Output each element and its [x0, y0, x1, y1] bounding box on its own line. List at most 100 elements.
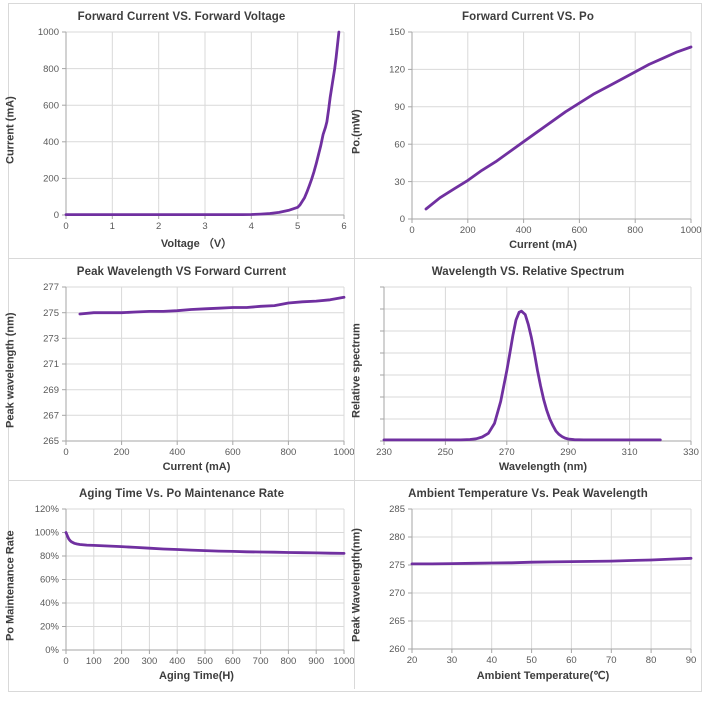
svg-text:800: 800 — [43, 64, 59, 75]
svg-text:600: 600 — [43, 100, 59, 111]
svg-text:0: 0 — [63, 447, 68, 458]
svg-text:60%: 60% — [40, 575, 60, 586]
y-axis-label: Po Maintenance Rate — [4, 530, 17, 642]
svg-text:275: 275 — [389, 560, 405, 571]
svg-text:700: 700 — [253, 656, 269, 667]
x-axis-label: Wavelength (nm) — [498, 461, 588, 473]
svg-text:40: 40 — [486, 655, 497, 666]
plot-row: Peak Wavelength(nm) 20 30 40 50 60 70 80 90 260 2… — [350, 503, 701, 668]
svg-text:300: 300 — [141, 656, 157, 667]
svg-text:20%: 20% — [40, 622, 60, 633]
svg-text:1000: 1000 — [680, 225, 701, 236]
temperature-plot: 20 30 40 50 60 70 80 90 260 265 270 275 280 285 — [389, 504, 697, 666]
wavelength-current-plot: 0 200 400 600 800 1000 265 267 269 271 273 275 277 — [43, 282, 354, 458]
svg-text:280: 280 — [389, 532, 405, 543]
y-axis-label: Current (mA) — [4, 96, 17, 164]
svg-text:90: 90 — [686, 655, 697, 666]
svg-text:80: 80 — [646, 655, 657, 666]
svg-text:2: 2 — [156, 221, 161, 232]
iv-curve-plot: 0 1 2 3 4 5 6 0 200 400 600 800 1000 — [38, 27, 347, 232]
svg-text:200: 200 — [114, 656, 130, 667]
svg-text:800: 800 — [280, 447, 296, 458]
svg-text:273: 273 — [43, 334, 59, 345]
svg-text:120%: 120% — [35, 504, 60, 515]
svg-text:50: 50 — [526, 655, 537, 666]
svg-text:30: 30 — [394, 177, 405, 188]
svg-text:275: 275 — [43, 308, 59, 319]
svg-text:230: 230 — [376, 447, 392, 458]
svg-text:1: 1 — [110, 221, 115, 232]
svg-text:200: 200 — [114, 447, 130, 458]
svg-text:400: 400 — [43, 137, 59, 148]
svg-text:200: 200 — [43, 174, 59, 185]
svg-text:4: 4 — [249, 221, 254, 232]
svg-text:269: 269 — [43, 385, 59, 396]
chart-cell-aging-time-vs-po-maintenance: Aging Time Vs. Po Maintenance Rate Po Ma… — [4, 481, 355, 689]
svg-text:6: 6 — [341, 221, 346, 232]
svg-text:200: 200 — [460, 225, 476, 236]
svg-text:1000: 1000 — [38, 27, 59, 38]
svg-text:0: 0 — [54, 210, 59, 221]
x-axis-label: Aging Time(H) — [159, 670, 234, 682]
po-curve-plot: 0 200 400 600 800 1000 0 30 60 90 120 150 — [389, 27, 701, 236]
svg-text:600: 600 — [225, 447, 241, 458]
x-axis-label: Voltage （V） — [160, 238, 233, 250]
svg-text:267: 267 — [43, 411, 59, 422]
svg-text:271: 271 — [43, 359, 59, 370]
svg-text:600: 600 — [571, 225, 587, 236]
svg-text:1000: 1000 — [333, 656, 354, 667]
plot-row: Po Maintenance Rate 0 100 200 300 400 500 600 7… — [4, 503, 355, 669]
svg-text:0: 0 — [63, 221, 68, 232]
chart-cell-peak-wavelength-vs-forward-current: Peak Wavelength VS Forward Current Peak … — [4, 259, 355, 481]
chart-title: Ambient Temperature Vs. Peak Wavelength — [408, 488, 648, 500]
svg-text:400: 400 — [516, 225, 532, 236]
svg-text:800: 800 — [280, 656, 296, 667]
svg-text:900: 900 — [308, 656, 324, 667]
svg-text:60: 60 — [566, 655, 577, 666]
svg-text:270: 270 — [499, 447, 515, 458]
svg-text:70: 70 — [606, 655, 617, 666]
y-axis-label: Peak Wavelength(nm) — [350, 528, 363, 643]
svg-text:0%: 0% — [45, 645, 59, 656]
svg-text:265: 265 — [389, 616, 405, 627]
plot-row: Peak wavelength (nm) 0 200 400 600 800 1000 26… — [4, 281, 355, 460]
svg-text:60: 60 — [394, 139, 405, 150]
svg-text:260: 260 — [389, 644, 405, 655]
y-axis-label: Peak wavelength (nm) — [4, 312, 17, 429]
svg-text:800: 800 — [627, 225, 643, 236]
svg-text:3: 3 — [202, 221, 207, 232]
svg-text:100%: 100% — [35, 528, 60, 539]
plot-row: Relative spectrum 230 250 270 290 310 330 — [350, 281, 701, 460]
svg-text:100: 100 — [86, 656, 102, 667]
chart-title: Aging Time Vs. Po Maintenance Rate — [78, 488, 285, 500]
chart-title: Forward Current VS. Po — [462, 11, 594, 23]
svg-text:20: 20 — [407, 655, 418, 666]
chart-title: Peak Wavelength VS Forward Current — [76, 266, 287, 278]
svg-text:1000: 1000 — [333, 447, 354, 458]
svg-text:270: 270 — [389, 588, 405, 599]
svg-text:30: 30 — [447, 655, 458, 666]
svg-text:40%: 40% — [40, 598, 60, 609]
svg-text:0: 0 — [63, 656, 68, 667]
chart-title: Forward Current VS. Forward Voltage — [77, 11, 286, 23]
spectrum-plot: 230 250 270 290 310 330 — [376, 286, 699, 458]
svg-text:250: 250 — [437, 447, 453, 458]
chart-cell-forward-current-vs-forward-voltage: Forward Current VS. Forward Voltage Curr… — [4, 4, 355, 259]
y-axis-label: Relative spectrum — [350, 323, 363, 418]
svg-text:400: 400 — [169, 447, 185, 458]
svg-text:285: 285 — [389, 504, 405, 515]
svg-text:290: 290 — [560, 447, 576, 458]
svg-text:150: 150 — [389, 27, 405, 38]
svg-text:0: 0 — [409, 225, 414, 236]
plot-row: Current (mA) 0 1 2 3 4 5 6 0 200 400 600 800 1000 — [4, 26, 354, 234]
x-axis-label: Current (mA) — [509, 239, 577, 251]
svg-text:600: 600 — [225, 656, 241, 667]
plot-row: Po.(mW) 0 200 400 600 800 1000 0 30 60 90 120 150 — [351, 26, 702, 238]
x-axis-label: Ambient Temperature(℃) — [476, 670, 610, 682]
svg-text:265: 265 — [43, 436, 59, 447]
chart-title: Wavelength VS. Relative Spectrum — [431, 266, 625, 278]
svg-text:310: 310 — [622, 447, 638, 458]
svg-text:80%: 80% — [40, 551, 60, 562]
x-axis-label: Current (mA) — [162, 461, 231, 473]
svg-text:120: 120 — [389, 65, 405, 76]
